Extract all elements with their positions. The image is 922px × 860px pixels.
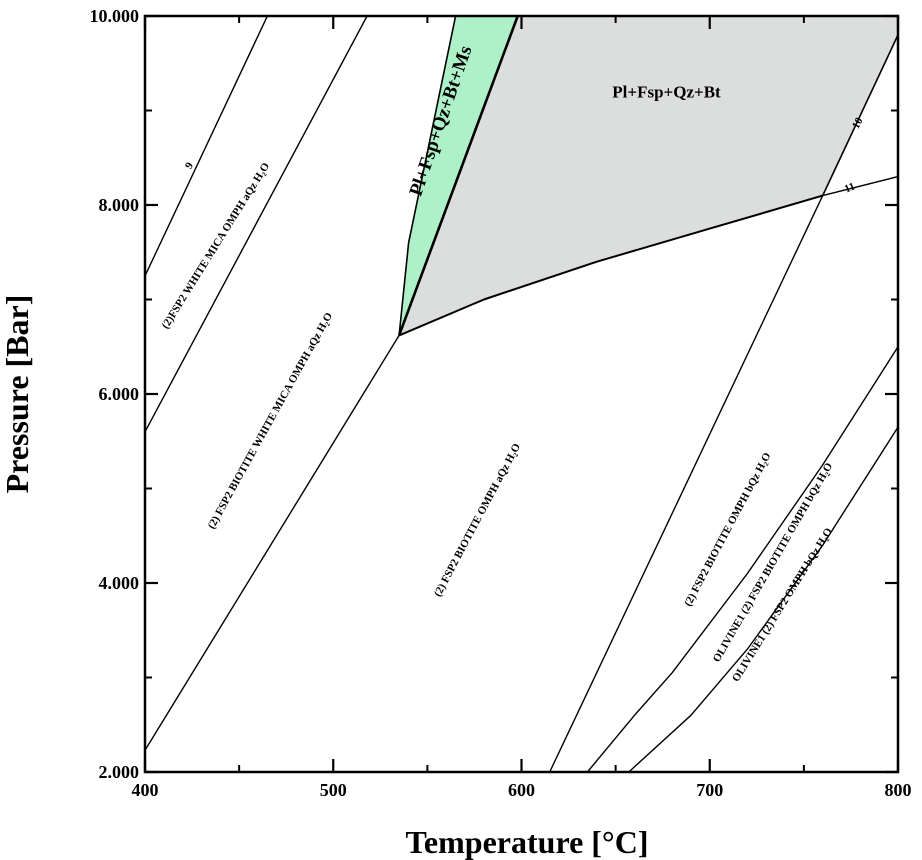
x-tick-label: 800 [885,780,912,800]
x-tick-label: 400 [132,780,159,800]
x-tick-label: 500 [320,780,347,800]
boundary-olivine-2 [628,426,899,773]
grey-lower-boundary [398,194,823,337]
y-tick-label: 8.000 [99,195,140,215]
boundary-lower-left [144,335,400,751]
y-tick-label: 6.000 [99,384,140,404]
boundary-omph-bqz [549,195,824,773]
y-tick-label: 4.000 [99,573,140,593]
boundary-white-mica [144,15,368,433]
annotation-label-4: (2) FSP2 BIOTITE OMPH aQz H₂O [432,441,523,599]
x-tick-label: 700 [696,780,723,800]
x-axis-title: Temperature [°C] [406,824,649,860]
lines-layer [144,15,899,773]
y-tick-label: 2.000 [99,762,140,782]
isopleth-9 [144,15,269,277]
field-area-2 [399,16,898,336]
annotation-label-9: 11 [843,181,857,196]
isopleth-11 [822,175,899,197]
y-axis-title: Pressure [Bar] [0,295,35,494]
axes-layer: 400 500 600 700 800 2.000 4.000 6.000 8.000 10.00… [90,6,912,800]
boundary-olivine-1 [586,346,899,773]
annotation-label-6: OLIVINE1 (2) FSP2 BIOTITE OMPH bQz H₂O [711,460,836,664]
green-left-boundary [398,15,457,336]
x-tick-label: 600 [508,780,535,800]
fields-layer [399,16,898,336]
y-tick-label: 10.000 [90,6,140,26]
annotation-label-3: 9 [183,160,196,171]
annotation-label-2: (2)FSP2 WHITE MICA OMPH aQz H₂O [160,160,273,331]
bt-ms-boundary [397,15,519,336]
grey-right-boundary [821,34,899,196]
annotation-label-1: (2) FSP2 BIOTITE WHITE MICA OMPH aQz H₂O [206,310,336,531]
field-label-2: Pl+Fsp+Qz+Bt [612,82,721,101]
